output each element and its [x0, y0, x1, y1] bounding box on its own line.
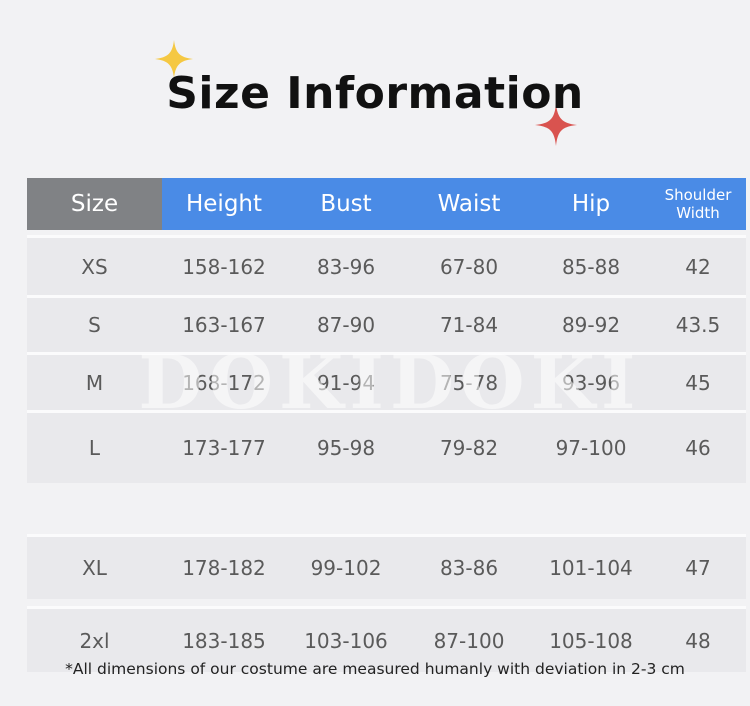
- table-row: S 163-167 87-90 71-84 89-92 43.5: [27, 295, 746, 352]
- header-shoulder-width: Shoulder Width: [650, 178, 746, 230]
- header-bust: Bust: [286, 178, 406, 230]
- header-height: Height: [162, 178, 286, 230]
- hip-cell: 89-92: [561, 313, 621, 337]
- table-row: XL 178-182 99-102 83-86 101-104 47: [27, 534, 746, 599]
- bust-cell: 103-106: [304, 628, 388, 653]
- shoulder-cell: 47: [685, 556, 711, 580]
- header-waist: Waist: [406, 178, 532, 230]
- table-row: L 173-177 95-98 79-82 97-100 46: [27, 410, 746, 483]
- bust-cell: 99-102: [310, 556, 382, 580]
- bust-cell: 83-96: [316, 254, 376, 279]
- size-cell: S: [88, 313, 101, 337]
- height-cell: 183-185: [182, 628, 266, 653]
- page-title: Size Information: [166, 68, 584, 119]
- height-cell: 168-172: [182, 370, 266, 395]
- waist-cell: 71-84: [439, 313, 499, 337]
- size-cell: M: [85, 370, 104, 395]
- gold-sparkle-icon: [155, 40, 193, 78]
- table-row: M 168-172 91-94 75-78 93-96 45: [27, 352, 746, 410]
- waist-cell: 75-78: [439, 370, 499, 395]
- height-cell: 178-182: [182, 556, 266, 580]
- table-header: Size Height Bust Waist Hip Shoulder Widt…: [27, 178, 746, 230]
- shoulder-cell: 46: [685, 436, 711, 460]
- red-sparkle-icon: [535, 104, 577, 146]
- hip-cell: 85-88: [561, 254, 621, 279]
- waist-cell: 83-86: [439, 556, 499, 580]
- hip-cell: 97-100: [555, 436, 627, 460]
- shoulder-cell: 48: [685, 628, 711, 653]
- hip-cell: 105-108: [549, 628, 633, 653]
- shoulder-cell: 45: [685, 370, 711, 395]
- table-row: XS 158-162 83-96 67-80 85-88 42: [27, 235, 746, 295]
- size-cell: XS: [81, 254, 108, 279]
- waist-cell: 79-82: [439, 436, 499, 460]
- height-cell: 163-167: [182, 313, 266, 337]
- size-table: Size Height Bust Waist Hip Shoulder Widt…: [27, 178, 746, 672]
- height-cell: 158-162: [182, 254, 266, 279]
- header-hip: Hip: [532, 178, 650, 230]
- bust-cell: 91-94: [316, 370, 376, 395]
- height-cell: 173-177: [182, 436, 266, 460]
- hip-cell: 101-104: [549, 556, 633, 580]
- footnote: *All dimensions of our costume are measu…: [65, 660, 685, 678]
- size-cell: XL: [82, 556, 107, 580]
- bust-cell: 87-90: [316, 313, 376, 337]
- bust-cell: 95-98: [316, 436, 376, 460]
- shoulder-cell: 42: [685, 254, 711, 279]
- size-cell: L: [88, 436, 101, 460]
- header-size: Size: [27, 178, 162, 230]
- hip-cell: 93-96: [561, 370, 621, 395]
- size-cell: 2xl: [79, 628, 110, 653]
- shoulder-cell: 43.5: [675, 313, 721, 337]
- waist-cell: 67-80: [439, 254, 499, 279]
- table-row: 2xl 183-185 103-106 87-100 105-108 48: [27, 606, 746, 672]
- waist-cell: 87-100: [433, 628, 505, 653]
